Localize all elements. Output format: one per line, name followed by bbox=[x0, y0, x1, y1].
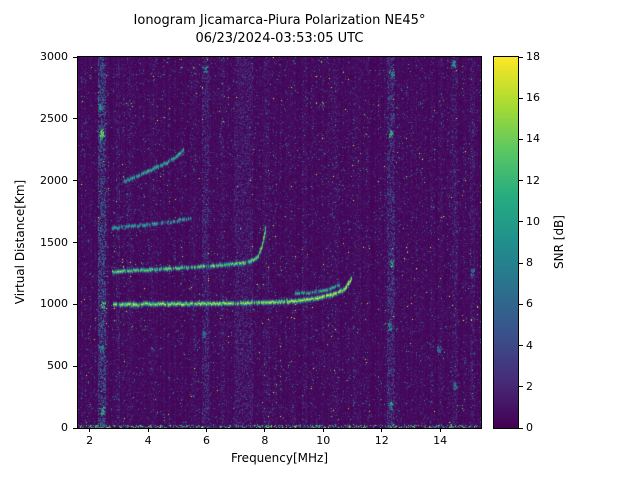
chart-title: Ionogram Jicamarca-Piura Polarization NE… bbox=[133, 13, 426, 28]
y-tick-label: 1500 bbox=[40, 235, 68, 249]
colorbar-tick-label: 6 bbox=[526, 297, 533, 311]
colorbar-tick-label: 10 bbox=[526, 214, 540, 228]
colorbar-tick-mark bbox=[519, 180, 523, 182]
colorbar-tick-label: 12 bbox=[526, 173, 540, 187]
colorbar-tick-label: 16 bbox=[526, 91, 540, 105]
colorbar-tick-mark bbox=[519, 345, 523, 347]
plot-area bbox=[77, 56, 482, 429]
colorbar-canvas bbox=[494, 57, 518, 428]
y-tick-mark bbox=[73, 180, 77, 182]
colorbar-tick-mark bbox=[519, 97, 523, 99]
colorbar-tick-label: 4 bbox=[526, 338, 533, 352]
colorbar-tick-label: 14 bbox=[526, 132, 540, 146]
y-tick-label: 500 bbox=[47, 359, 68, 373]
colorbar-label: SNR [dB] bbox=[552, 215, 566, 269]
y-tick-label: 3000 bbox=[40, 50, 68, 63]
colorbar-tick-mark bbox=[519, 56, 523, 58]
colorbar-tick-mark bbox=[519, 262, 523, 264]
y-tick-mark bbox=[73, 303, 77, 305]
y-axis-label: Virtual Distance[Km] bbox=[13, 179, 27, 305]
x-tick-label: 10 bbox=[316, 434, 331, 447]
y-tick-mark bbox=[73, 242, 77, 243]
y-tick-label: 2000 bbox=[40, 173, 68, 187]
colorbar-tick-mark bbox=[519, 427, 523, 429]
x-axis-label: Frequency[MHz] bbox=[230, 451, 329, 465]
x-tick-label: 6 bbox=[202, 434, 210, 447]
colorbar-tick-mark bbox=[519, 386, 523, 388]
colorbar-tick-mark bbox=[519, 221, 523, 223]
x-tick-label: 14 bbox=[433, 434, 448, 447]
colorbar bbox=[493, 56, 519, 429]
colorbar-tick-label: 0 bbox=[526, 421, 533, 434]
y-tick-mark bbox=[73, 427, 77, 429]
x-tick-mark bbox=[147, 428, 149, 432]
colorbar-tick-label: 18 bbox=[526, 50, 540, 63]
chart-subtitle: 06/23/2024-03:53:05 UTC bbox=[195, 31, 364, 46]
x-tick-mark bbox=[381, 428, 383, 432]
y-tick-label: 0 bbox=[61, 421, 68, 434]
colorbar-tick-mark bbox=[519, 138, 523, 140]
heatmap-canvas bbox=[78, 57, 481, 428]
x-tick-mark bbox=[439, 428, 441, 432]
y-tick-label: 1000 bbox=[40, 297, 68, 311]
y-tick-label: 2500 bbox=[40, 111, 68, 125]
y-tick-mark bbox=[73, 56, 77, 58]
x-tick-mark bbox=[322, 428, 324, 432]
x-tick-mark bbox=[89, 428, 91, 432]
colorbar-tick-label: 2 bbox=[526, 379, 533, 393]
colorbar-tick-label: 8 bbox=[526, 256, 533, 270]
x-tick-label: 2 bbox=[86, 434, 94, 447]
colorbar-tick-mark bbox=[519, 303, 523, 305]
x-tick-label: 4 bbox=[144, 434, 152, 447]
x-tick-mark bbox=[205, 428, 207, 432]
y-tick-mark bbox=[73, 365, 77, 367]
x-tick-label: 12 bbox=[374, 434, 389, 447]
x-tick-label: 8 bbox=[261, 434, 269, 447]
y-tick-mark bbox=[73, 118, 77, 120]
x-tick-mark bbox=[264, 428, 266, 432]
